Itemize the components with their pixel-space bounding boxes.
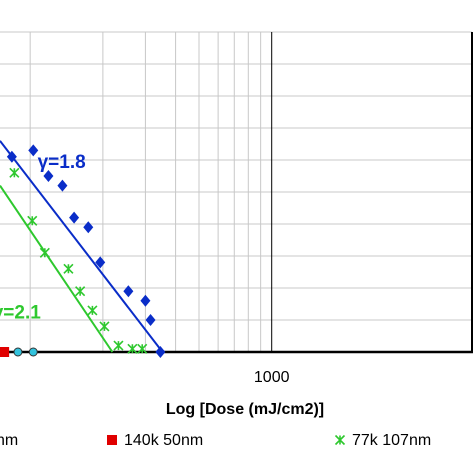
fit-line: [0, 140, 164, 353]
diamond-point: [140, 294, 151, 307]
legend-label: nm: [0, 432, 18, 449]
asterisk-point: [127, 343, 138, 354]
circle-point: [28, 347, 38, 357]
circle-point: [13, 347, 23, 357]
x-tick-label: 1000: [254, 369, 290, 386]
legend-label: 140k 50nm: [124, 432, 203, 449]
asterisk-point: [113, 340, 124, 351]
asterisk-point: [27, 215, 38, 226]
legend-label: 77k 107nm: [352, 432, 431, 449]
square-point: [0, 347, 10, 357]
diamond-point: [83, 221, 94, 234]
diamond-point: [145, 314, 156, 326]
legend-item: nm: [0, 432, 18, 449]
diamond-point: [123, 285, 134, 298]
asterisk-point: [87, 305, 98, 316]
square-point: [107, 435, 117, 445]
asterisk-point: [39, 247, 50, 258]
fit-line: [0, 185, 114, 353]
asterisk-point: [9, 167, 20, 178]
diamond-point: [155, 346, 166, 358]
annotation: γ=2.1: [0, 303, 41, 324]
legend-item: 77k 107nm: [334, 432, 431, 449]
asterisk-point: [75, 286, 86, 297]
x-axis-label: Log [Dose (mJ/cm2)]: [166, 401, 324, 418]
legend-item: 140k 50nm: [107, 432, 203, 449]
diamond-point: [6, 150, 17, 163]
diamond-point: [28, 144, 39, 157]
asterisk-point: [334, 434, 346, 446]
annotation: γ=1.8: [38, 152, 86, 173]
asterisk-point: [63, 263, 74, 274]
diamond-point: [57, 179, 68, 192]
diamond-point: [69, 211, 80, 224]
diamond-point: [95, 256, 106, 269]
diamond-point: [43, 170, 54, 182]
asterisk-point: [137, 343, 148, 354]
asterisk-point: [99, 321, 110, 332]
